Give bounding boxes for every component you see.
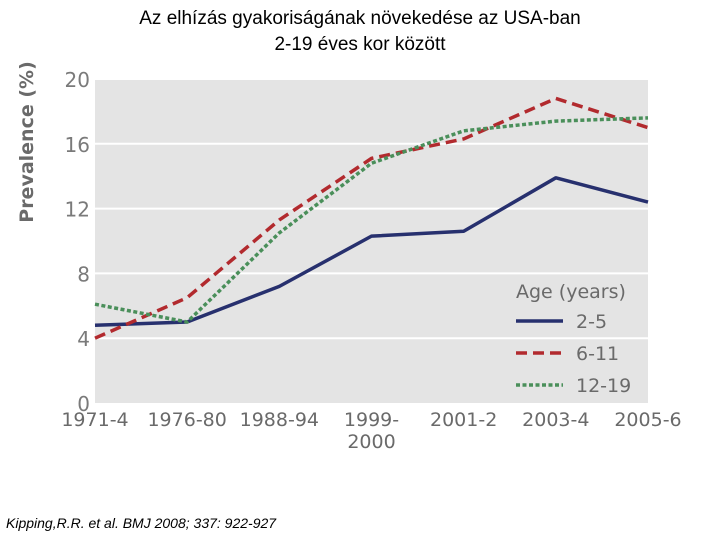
- x-tick-label: 2001-2: [430, 409, 497, 431]
- x-tick-label: 2000: [347, 431, 395, 453]
- x-tick-label: 2003-4: [522, 409, 589, 431]
- y-axis-label: Prevalence (%): [16, 61, 38, 222]
- legend-title: Age (years): [516, 281, 626, 303]
- title-line-2: 2-19 éves kor között: [274, 34, 446, 55]
- chart-title: Az elhízás gyakoriságának növekedése az …: [0, 6, 720, 58]
- y-tick-label: 8: [77, 262, 90, 286]
- legend-label-2-5: 2-5: [576, 311, 607, 333]
- x-tick-label: 2005-6: [614, 409, 681, 431]
- plot-background: [95, 79, 648, 403]
- x-tick-label: 1988-94: [240, 409, 319, 431]
- y-tick-label: 0: [77, 392, 90, 416]
- series-line-6-11: [94, 96, 649, 340]
- legend-label-6-11: 6-11: [576, 343, 619, 365]
- y-tick-label: 20: [65, 68, 90, 92]
- legend-label-12-19: 12-19: [576, 375, 631, 397]
- x-tick-label: 1971-4: [61, 409, 128, 431]
- x-tick-label: 1999-: [344, 409, 399, 431]
- y-tick-label: 4: [77, 327, 90, 351]
- series-line-12-19: [94, 116, 649, 324]
- title-line-1: Az elhízás gyakoriságának növekedése az …: [139, 8, 581, 29]
- y-tick-label: 16: [65, 133, 90, 157]
- citation: Kipping,R.R. et al. BMJ 2008; 337: 922-9…: [6, 515, 277, 531]
- x-tick-label: 1976-80: [147, 409, 226, 431]
- y-tick-label: 12: [65, 198, 90, 222]
